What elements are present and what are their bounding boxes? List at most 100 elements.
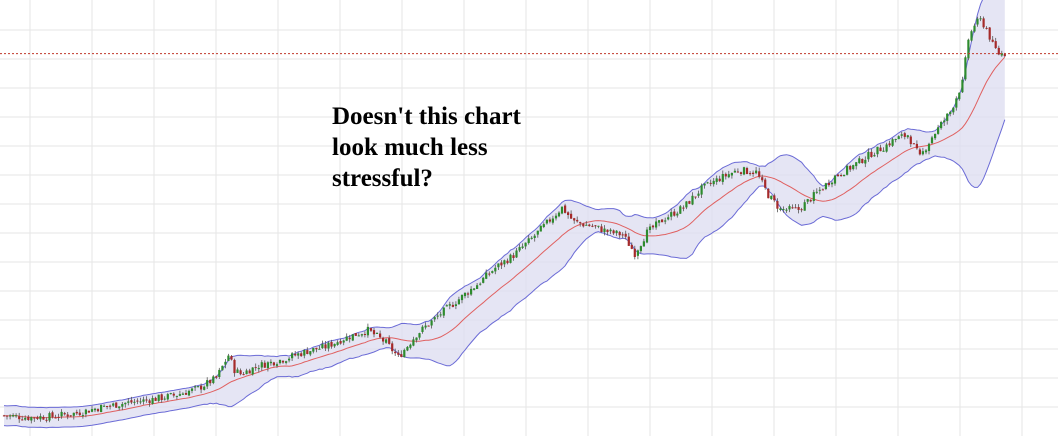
candle-body: [752, 172, 755, 174]
candle-body: [172, 393, 175, 396]
candle-body: [266, 362, 269, 368]
candle-body: [375, 333, 379, 334]
candle-body: [545, 219, 548, 224]
candle-body: [937, 127, 940, 134]
candle-body: [215, 376, 218, 378]
candle-body: [894, 139, 897, 140]
upper-band-line: [3, 0, 984, 409]
candle-body: [285, 361, 288, 363]
candle-body: [90, 409, 94, 412]
candle-body: [479, 283, 482, 285]
candle-body: [745, 168, 749, 174]
candle-body: [742, 167, 746, 175]
candle-body: [272, 362, 275, 366]
candle-body: [830, 182, 834, 185]
annotation-line: Doesn't this chart: [332, 103, 521, 130]
candle-body: [973, 25, 976, 32]
candle-body: [1000, 53, 1003, 56]
candle-body: [427, 325, 430, 327]
candle-body: [181, 393, 184, 395]
candle-body: [991, 39, 994, 42]
candle-body: [794, 207, 797, 209]
candle-body: [309, 351, 312, 355]
candle-body: [509, 254, 512, 263]
candle-body: [103, 405, 106, 407]
candle-body: [800, 209, 803, 211]
candle-body: [824, 183, 827, 189]
candle-body: [809, 199, 812, 202]
candle-body: [564, 205, 567, 213]
candle-body: [512, 255, 515, 258]
candle-body: [924, 150, 928, 153]
candle-body: [66, 414, 69, 417]
candle-body: [142, 399, 145, 402]
candle-body: [315, 347, 318, 350]
candle-body: [106, 406, 109, 407]
candle-body: [670, 212, 673, 217]
candle-body: [175, 395, 178, 397]
candle-body: [391, 343, 394, 352]
candle-body: [345, 336, 348, 341]
candle-body: [891, 139, 894, 146]
candle-body: [130, 400, 133, 403]
candle-body: [9, 415, 12, 417]
candle-body: [100, 405, 103, 413]
candle-body: [363, 334, 366, 335]
candle-body: [382, 337, 385, 342]
candle-body: [33, 417, 36, 419]
candle-body: [18, 416, 21, 420]
candle-body: [69, 415, 72, 417]
candle-body: [533, 235, 536, 238]
band-fill-area: [4, 0, 1005, 428]
candle-body: [124, 402, 127, 405]
candle-body: [300, 353, 303, 357]
candle-body: [12, 415, 15, 417]
candle-body: [858, 158, 861, 164]
candle-body: [403, 349, 406, 358]
candle-body: [567, 212, 570, 215]
candle-body: [194, 386, 197, 388]
candle-body: [497, 263, 500, 268]
candle-body: [724, 173, 727, 177]
candle-body: [27, 416, 30, 420]
candle-body: [339, 341, 342, 344]
candle-body: [749, 173, 752, 175]
candle-body: [897, 136, 900, 140]
candle-body: [160, 394, 163, 400]
candle-body: [415, 337, 418, 341]
candle-body: [755, 170, 758, 174]
candle-body: [424, 325, 427, 328]
candle-body: [958, 92, 961, 100]
annotation-line: look much less: [332, 134, 488, 161]
candle-body: [573, 218, 576, 221]
candle-body: [518, 247, 521, 251]
candle-body: [812, 192, 815, 201]
candle-body: [115, 402, 118, 408]
candle-body: [212, 376, 215, 383]
candle-body: [372, 330, 376, 335]
candle-body: [630, 244, 633, 249]
candle-body: [60, 411, 63, 417]
candle-body: [785, 209, 788, 211]
candle-body: [715, 178, 718, 182]
candle-body: [412, 339, 415, 346]
candle-body: [600, 226, 603, 232]
candle-body: [560, 206, 564, 214]
candle-body: [921, 151, 924, 155]
candle-body: [218, 369, 221, 377]
candle-body: [151, 398, 154, 404]
candle-body: [585, 224, 588, 226]
candle-body: [136, 400, 139, 402]
candle-body: [260, 362, 263, 368]
lower-band-line: [3, 119, 1006, 429]
candle-body: [703, 183, 706, 186]
candle-body: [397, 352, 400, 355]
candle-body: [251, 367, 254, 375]
candle-body: [306, 350, 309, 354]
candle-body: [169, 393, 172, 395]
candle-body: [673, 211, 676, 216]
candle-body: [21, 419, 24, 421]
candle-body: [609, 229, 612, 232]
candle-body: [836, 174, 840, 176]
